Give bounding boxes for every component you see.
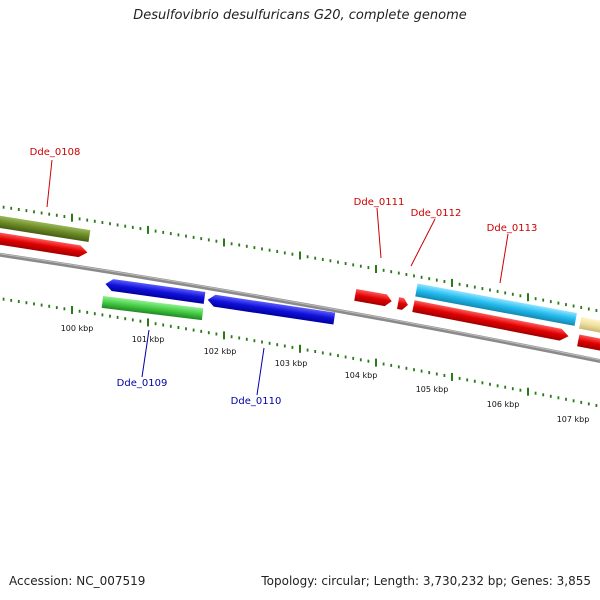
gene-label-dde-0109[interactable]: Dde_0109 [117,378,168,389]
gene-label-dde-0112[interactable]: Dde_0112 [411,208,462,219]
tick-row-inner [2,297,598,407]
leader-dde-0112 [410,218,436,267]
cds-dde-0111[interactable] [354,288,393,307]
leader-dde-0110 [256,347,265,396]
cds-dde-0113[interactable] [415,283,577,326]
cds-red-forward-2[interactable] [412,300,569,342]
cds-dde-0109-green[interactable] [101,295,204,321]
cds-red-forward-1[interactable] [0,231,88,259]
genome-backbone-highlight [0,253,600,361]
cds-dde-0108-olive[interactable] [0,214,91,242]
scale-label-103kbp: 103 kbp [275,359,308,368]
cds-dde-0112[interactable] [397,297,409,311]
gene-label-dde-0110[interactable]: Dde_0110 [231,396,282,407]
cds-red-forward-3[interactable] [577,334,600,353]
genome-stats-text: Topology: circular; Length: 3,730,232 bp… [261,574,591,588]
scale-label-102kbp: 102 kbp [204,347,237,356]
scale-label-107kbp: 107 kbp [557,415,590,424]
gene-label-dde-0108[interactable]: Dde_0108 [30,147,81,158]
tick-row-outer [2,205,598,312]
scale-label-100kbp: 100 kbp [61,324,94,333]
leader-dde-0109 [141,329,150,378]
cds-khaki[interactable] [579,316,600,335]
genome-backbone [0,252,600,364]
scale-label-105kbp: 105 kbp [416,385,449,394]
gene-label-dde-0113[interactable]: Dde_0113 [487,223,538,234]
cds-dde-0110[interactable] [207,294,336,325]
leader-dde-0111 [376,207,382,259]
scale-label-106kbp: 106 kbp [487,400,520,409]
cds-dde-0109-blue[interactable] [105,278,206,304]
gene-label-dde-0111[interactable]: Dde_0111 [354,197,405,208]
leader-dde-0108 [46,159,53,208]
scale-label-101kbp: 101 kbp [132,335,165,344]
map-title: Desulfovibrio desulfuricans G20, complet… [133,8,467,23]
scale-label-104kbp: 104 kbp [345,371,378,380]
accession-text: Accession: NC_007519 [9,574,146,588]
leader-dde-0113 [499,233,509,284]
